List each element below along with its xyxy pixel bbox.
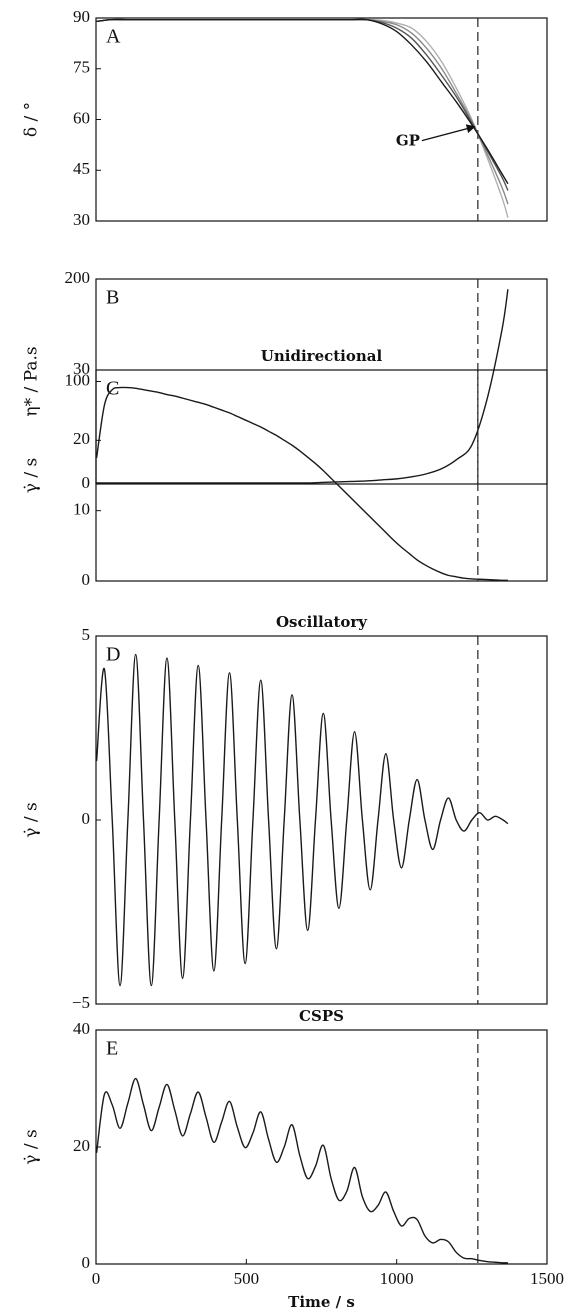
y-tick-label: 90 xyxy=(73,7,90,26)
panel-letter: A xyxy=(106,26,121,48)
panel-title: Oscillatory xyxy=(276,613,368,631)
data-line xyxy=(96,289,509,484)
data-line xyxy=(95,653,509,987)
panel-letter: D xyxy=(106,644,120,666)
x-tick-label: 1500 xyxy=(530,1269,564,1288)
plot-frame xyxy=(95,369,548,582)
y-axis-label: γ̇ / s xyxy=(22,802,42,837)
y-tick-label: 30 xyxy=(73,210,90,229)
panel-title: Unidirectional xyxy=(261,347,383,365)
y-tick-label: 200 xyxy=(65,268,91,287)
y-tick-label: 40 xyxy=(73,1019,90,1038)
panel-title: CSPS xyxy=(299,1007,344,1025)
annotation: GP xyxy=(396,132,420,150)
y-tick-label: 30 xyxy=(73,359,90,378)
data-line xyxy=(95,18,509,218)
y-tick-label: 20 xyxy=(73,1136,90,1155)
y-tick-label: −5 xyxy=(72,993,90,1012)
y-tick-label: 10 xyxy=(73,500,90,519)
plot-frame xyxy=(95,17,548,222)
y-axis-label: η* / Pa.s xyxy=(22,346,42,416)
x-axis-label: Time / s xyxy=(288,1293,355,1311)
y-axis-label: γ̇ / s xyxy=(22,1129,42,1164)
y-axis-label: δ / ° xyxy=(22,102,42,137)
data-line xyxy=(95,386,508,582)
y-tick-label: 45 xyxy=(73,159,90,178)
data-line xyxy=(95,1077,508,1264)
data-line xyxy=(95,18,509,185)
y-tick-label: 75 xyxy=(73,58,90,77)
panel-letter: B xyxy=(106,287,119,309)
y-tick-label: 100 xyxy=(65,370,91,389)
x-tick-label: 500 xyxy=(234,1269,260,1288)
x-tick-label: 1000 xyxy=(380,1269,414,1288)
data-line xyxy=(95,18,509,205)
panel-letter: E xyxy=(106,1038,118,1060)
y-axis-label: γ̇ / s xyxy=(22,458,42,493)
y-tick-label: 0 xyxy=(82,809,91,828)
annotation-arrow xyxy=(421,124,476,142)
y-tick-label: 20 xyxy=(73,429,90,448)
y-tick-label: 0 xyxy=(82,473,91,492)
plot-frame xyxy=(95,278,548,485)
y-tick-label: 0 xyxy=(82,1253,91,1272)
data-line xyxy=(95,18,509,191)
x-tick-label: 0 xyxy=(92,1269,101,1288)
y-tick-label: 0 xyxy=(82,570,91,589)
y-tick-label: 60 xyxy=(73,108,90,127)
y-tick-label: 5 xyxy=(82,625,91,644)
